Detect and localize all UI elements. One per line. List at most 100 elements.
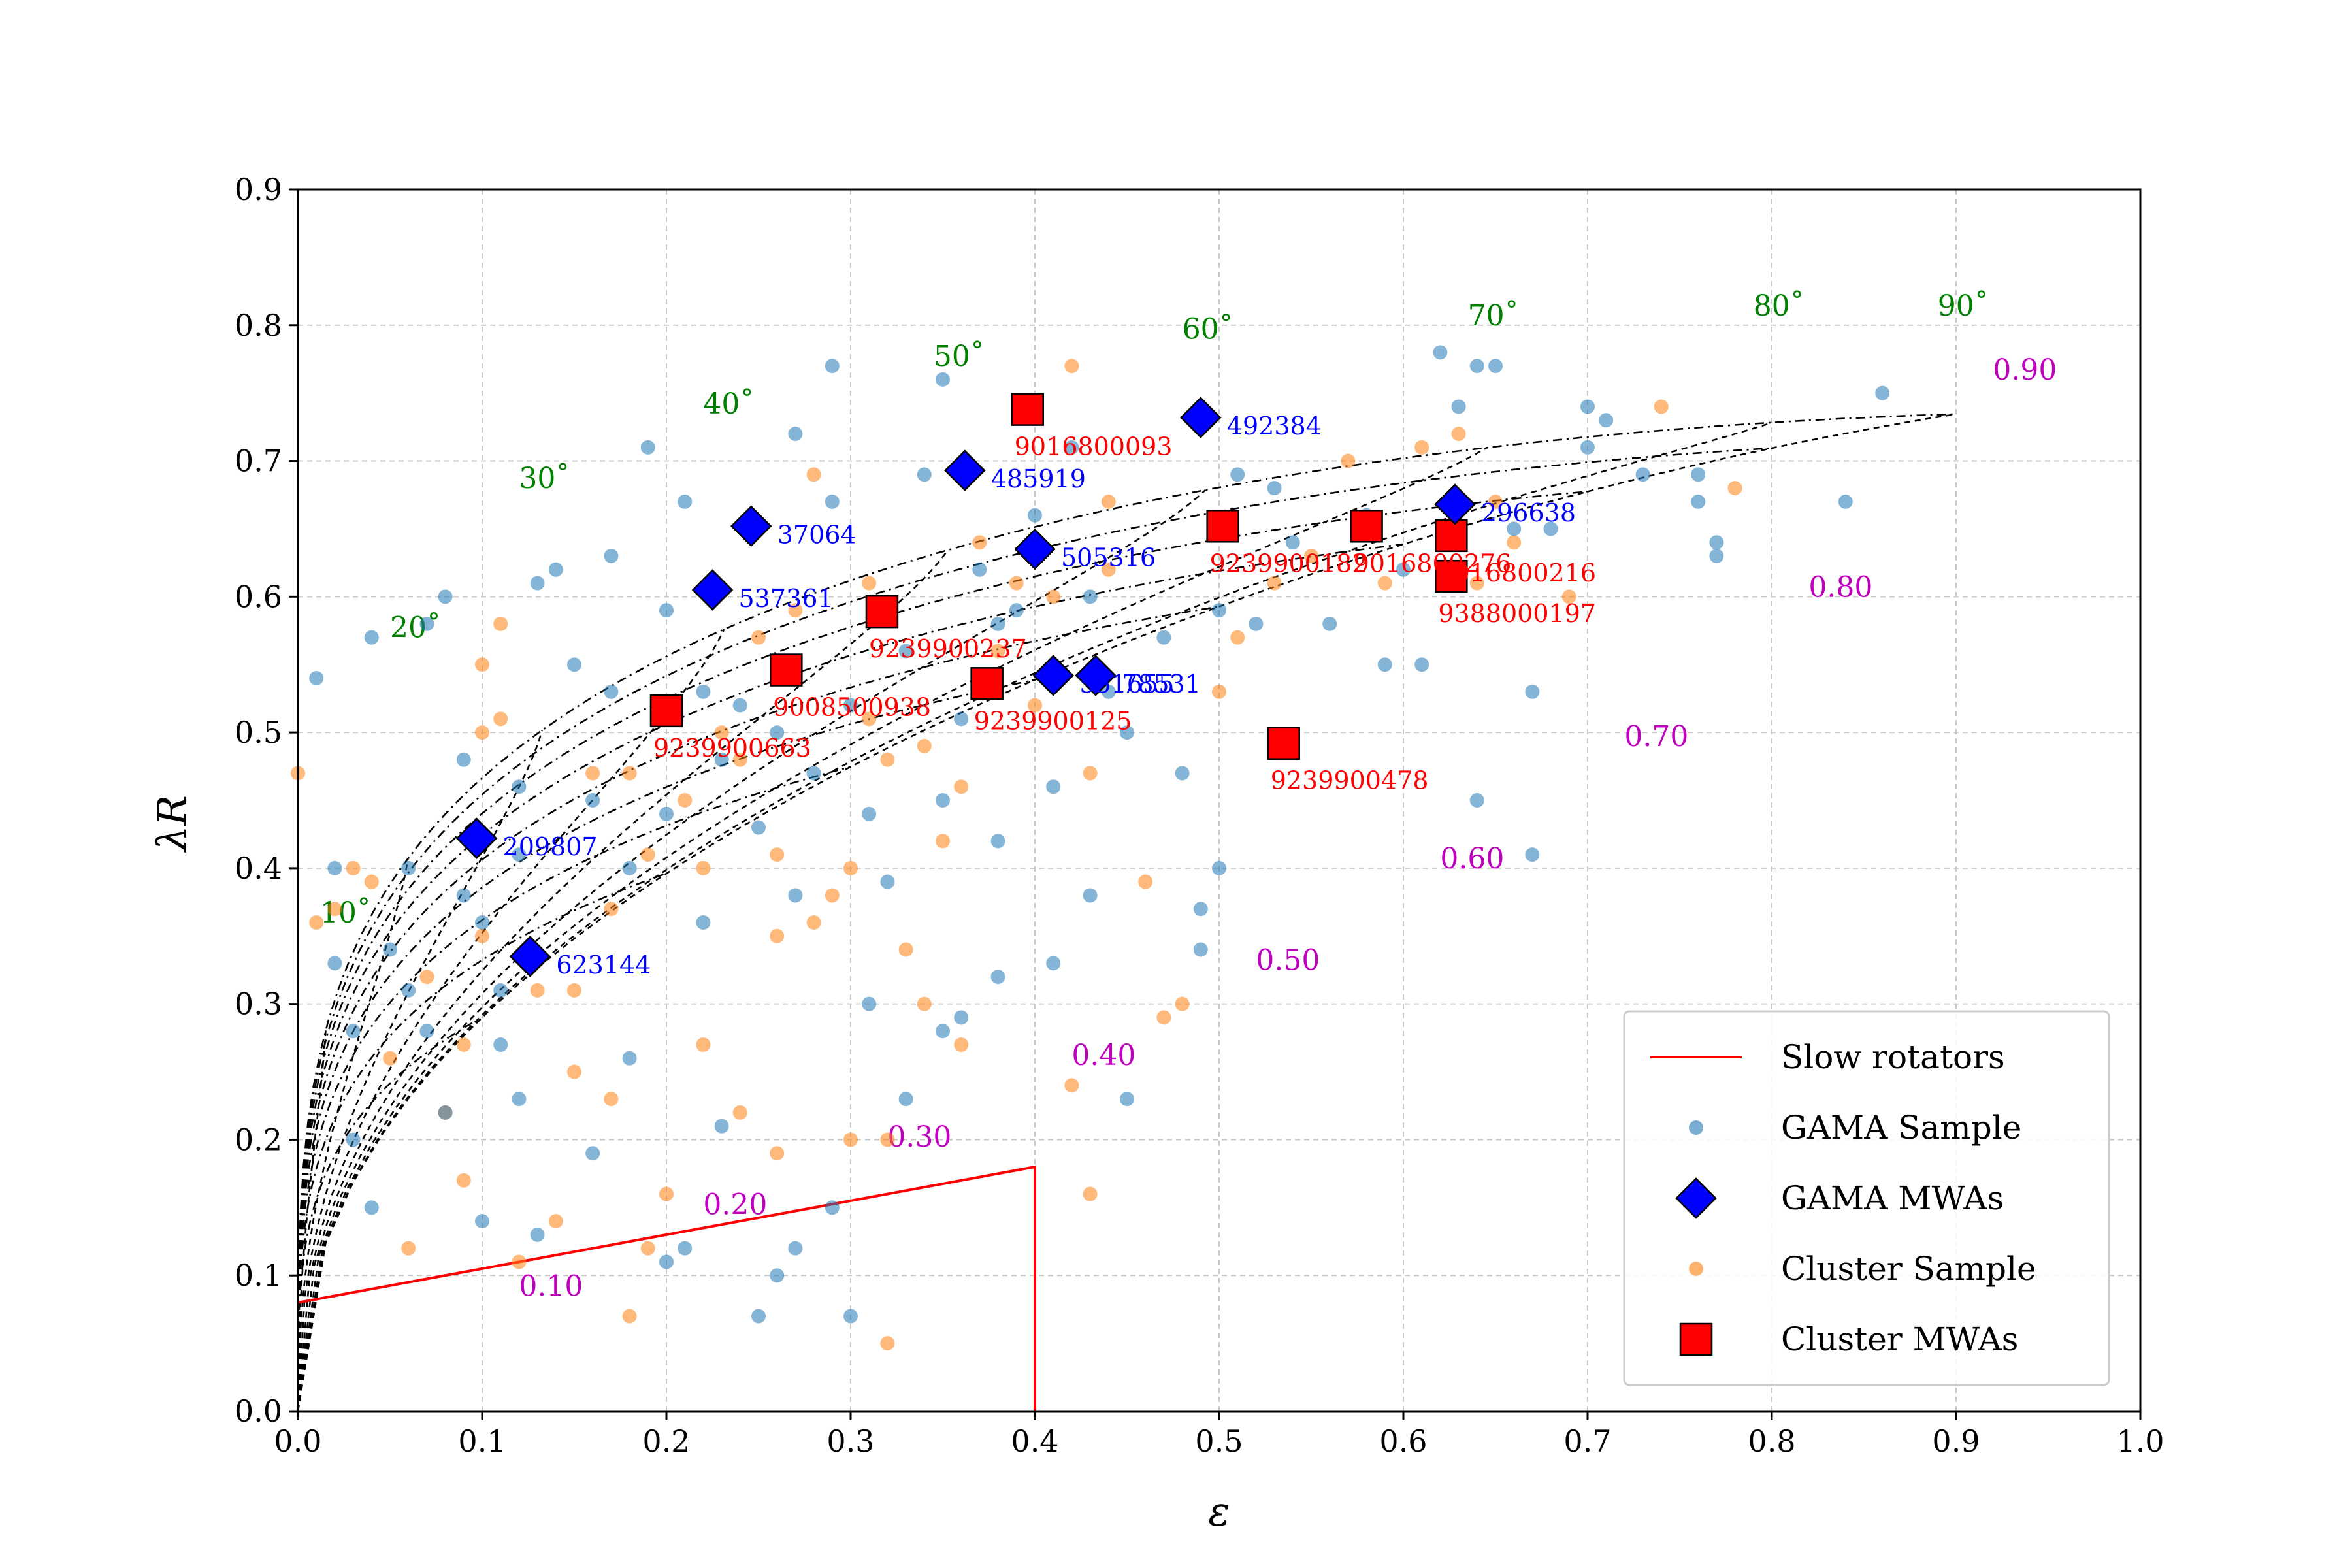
gama-mwa-label: 485919	[991, 465, 1086, 493]
gama-sample-point	[383, 942, 397, 957]
gama-sample-point	[419, 616, 434, 631]
gama-sample-point	[678, 1241, 693, 1256]
cluster-mwa-label: 9388000197	[1438, 599, 1596, 628]
gama-sample-point	[843, 698, 858, 713]
gama-sample-point	[696, 684, 711, 699]
cluster-sample-point	[1377, 576, 1392, 591]
cluster-mwa-marker	[770, 653, 803, 687]
gama-sample-point	[640, 440, 655, 455]
y-axis-title: λR	[148, 795, 196, 853]
x-tick-label: 0.9	[1932, 1424, 1980, 1459]
cluster-sample-point	[1083, 1186, 1098, 1201]
gama-sample-point	[364, 630, 379, 645]
gama-sample-point	[770, 725, 785, 740]
gama-sample-point	[1691, 467, 1706, 482]
inclination-label: 10˚	[320, 896, 371, 930]
y-tick-label: 0.2	[235, 1122, 282, 1157]
cluster-sample-point	[548, 1214, 563, 1229]
gama-sample-point	[917, 467, 932, 482]
x-tick-label: 0.8	[1748, 1424, 1795, 1459]
cluster-sample-point	[493, 711, 508, 727]
gama-sample-point	[770, 1268, 785, 1283]
cluster-sample-point	[622, 1309, 637, 1324]
cluster-sample-point	[678, 793, 693, 808]
cluster-sample-point	[917, 996, 932, 1011]
cluster-sample-point	[512, 1254, 527, 1269]
cluster-sample-point	[714, 725, 729, 740]
cluster-mwa-label: 9016800216	[1438, 559, 1596, 587]
cluster-sample-point	[475, 725, 489, 740]
cluster-sample-point	[936, 834, 950, 849]
inclination-line	[297, 413, 1957, 1412]
cluster-sample-point	[825, 888, 840, 903]
cluster-sample-point	[1414, 440, 1429, 455]
gama-sample-point	[1267, 481, 1282, 496]
gama-sample-point	[898, 1092, 913, 1107]
legend-swatch-cluster-sample	[1689, 1262, 1703, 1276]
guide-labels: 10˚ 20˚ 30˚ 40˚ 50˚ 60˚ 70˚ 80˚ 90˚ 0.10 0.20 0.30 0…	[320, 289, 2057, 1303]
cluster-sample-point	[1064, 1078, 1079, 1093]
gama-sample-point	[1469, 359, 1484, 374]
gama-sample-point	[1635, 467, 1650, 482]
gama-sample-point	[1120, 1092, 1134, 1107]
gama-sample-point	[475, 915, 489, 930]
gama-sample-point	[1046, 956, 1061, 971]
gama-sample-point	[438, 1105, 453, 1120]
gama-sample-point	[1599, 413, 1614, 428]
gama-sample-point	[972, 562, 987, 577]
cluster-sample-point	[898, 942, 913, 957]
y-tick-label: 0.8	[235, 308, 282, 343]
gama-sample-point	[327, 860, 342, 875]
gama-sample-point	[990, 616, 1005, 631]
gama-sample-point	[1120, 725, 1134, 740]
inclination-line	[297, 629, 725, 1412]
gama-sample-point	[732, 698, 747, 713]
cluster-sample-point	[806, 467, 821, 482]
gama-mwa-marker	[1032, 655, 1074, 696]
y-tick-label: 0.9	[235, 172, 282, 207]
gama-sample-point	[604, 549, 619, 563]
gama-sample-point	[1525, 684, 1540, 699]
gama-mwa-label: 537361	[739, 584, 834, 613]
gama-sample-point	[898, 644, 913, 659]
inclination-label: 90˚	[1938, 289, 1989, 323]
gama-sample-point	[659, 1254, 674, 1269]
cluster-sample-point	[604, 1092, 619, 1107]
cluster-sample-point	[990, 644, 1005, 659]
cluster-mwa-label: 9239900237	[869, 634, 1027, 663]
sample-points	[291, 345, 1890, 1351]
gama-sample-point	[530, 1227, 545, 1242]
y-tick-label: 0.3	[235, 987, 282, 1022]
gama-sample-point	[954, 1010, 969, 1025]
gama-mwa-marker	[1180, 397, 1222, 438]
gama-sample-point	[788, 1241, 803, 1256]
cluster-sample-point	[640, 847, 655, 862]
gama-sample-point	[346, 1024, 361, 1039]
cluster-sample-point	[475, 928, 489, 943]
intrinsic-ellipticity-line	[297, 606, 1220, 1412]
gama-sample-point	[1322, 616, 1337, 631]
cluster-sample-point	[732, 1105, 747, 1120]
cluster-sample-point	[585, 766, 600, 781]
gama-sample-point	[788, 888, 803, 903]
gama-mwa-label: 78531	[1122, 670, 1201, 698]
gama-sample-point	[512, 779, 527, 794]
y-tick-label: 0.0	[235, 1394, 282, 1429]
slow-rotator-boundary	[297, 1165, 1036, 1411]
gama-sample-point	[512, 1092, 527, 1107]
cluster-sample-point	[456, 1173, 471, 1188]
gama-sample-point	[751, 820, 766, 835]
intrinsic-ellipticity-label: 0.40	[1071, 1039, 1135, 1072]
gama-sample-point	[475, 1214, 489, 1229]
inclination-label: 50˚	[934, 340, 985, 373]
gama-sample-point	[936, 793, 950, 808]
cluster-sample-point	[1083, 766, 1098, 781]
gama-mwa-marker	[509, 936, 551, 977]
gama-sample-point	[327, 956, 342, 971]
cluster-sample-point	[475, 657, 489, 672]
intrinsic-ellipticity-line	[297, 679, 1036, 1412]
cluster-sample-point	[806, 915, 821, 930]
intrinsic-ellipticity-label: 0.20	[703, 1188, 767, 1222]
gama-sample-point	[493, 983, 508, 998]
gama-sample-point	[1469, 793, 1484, 808]
